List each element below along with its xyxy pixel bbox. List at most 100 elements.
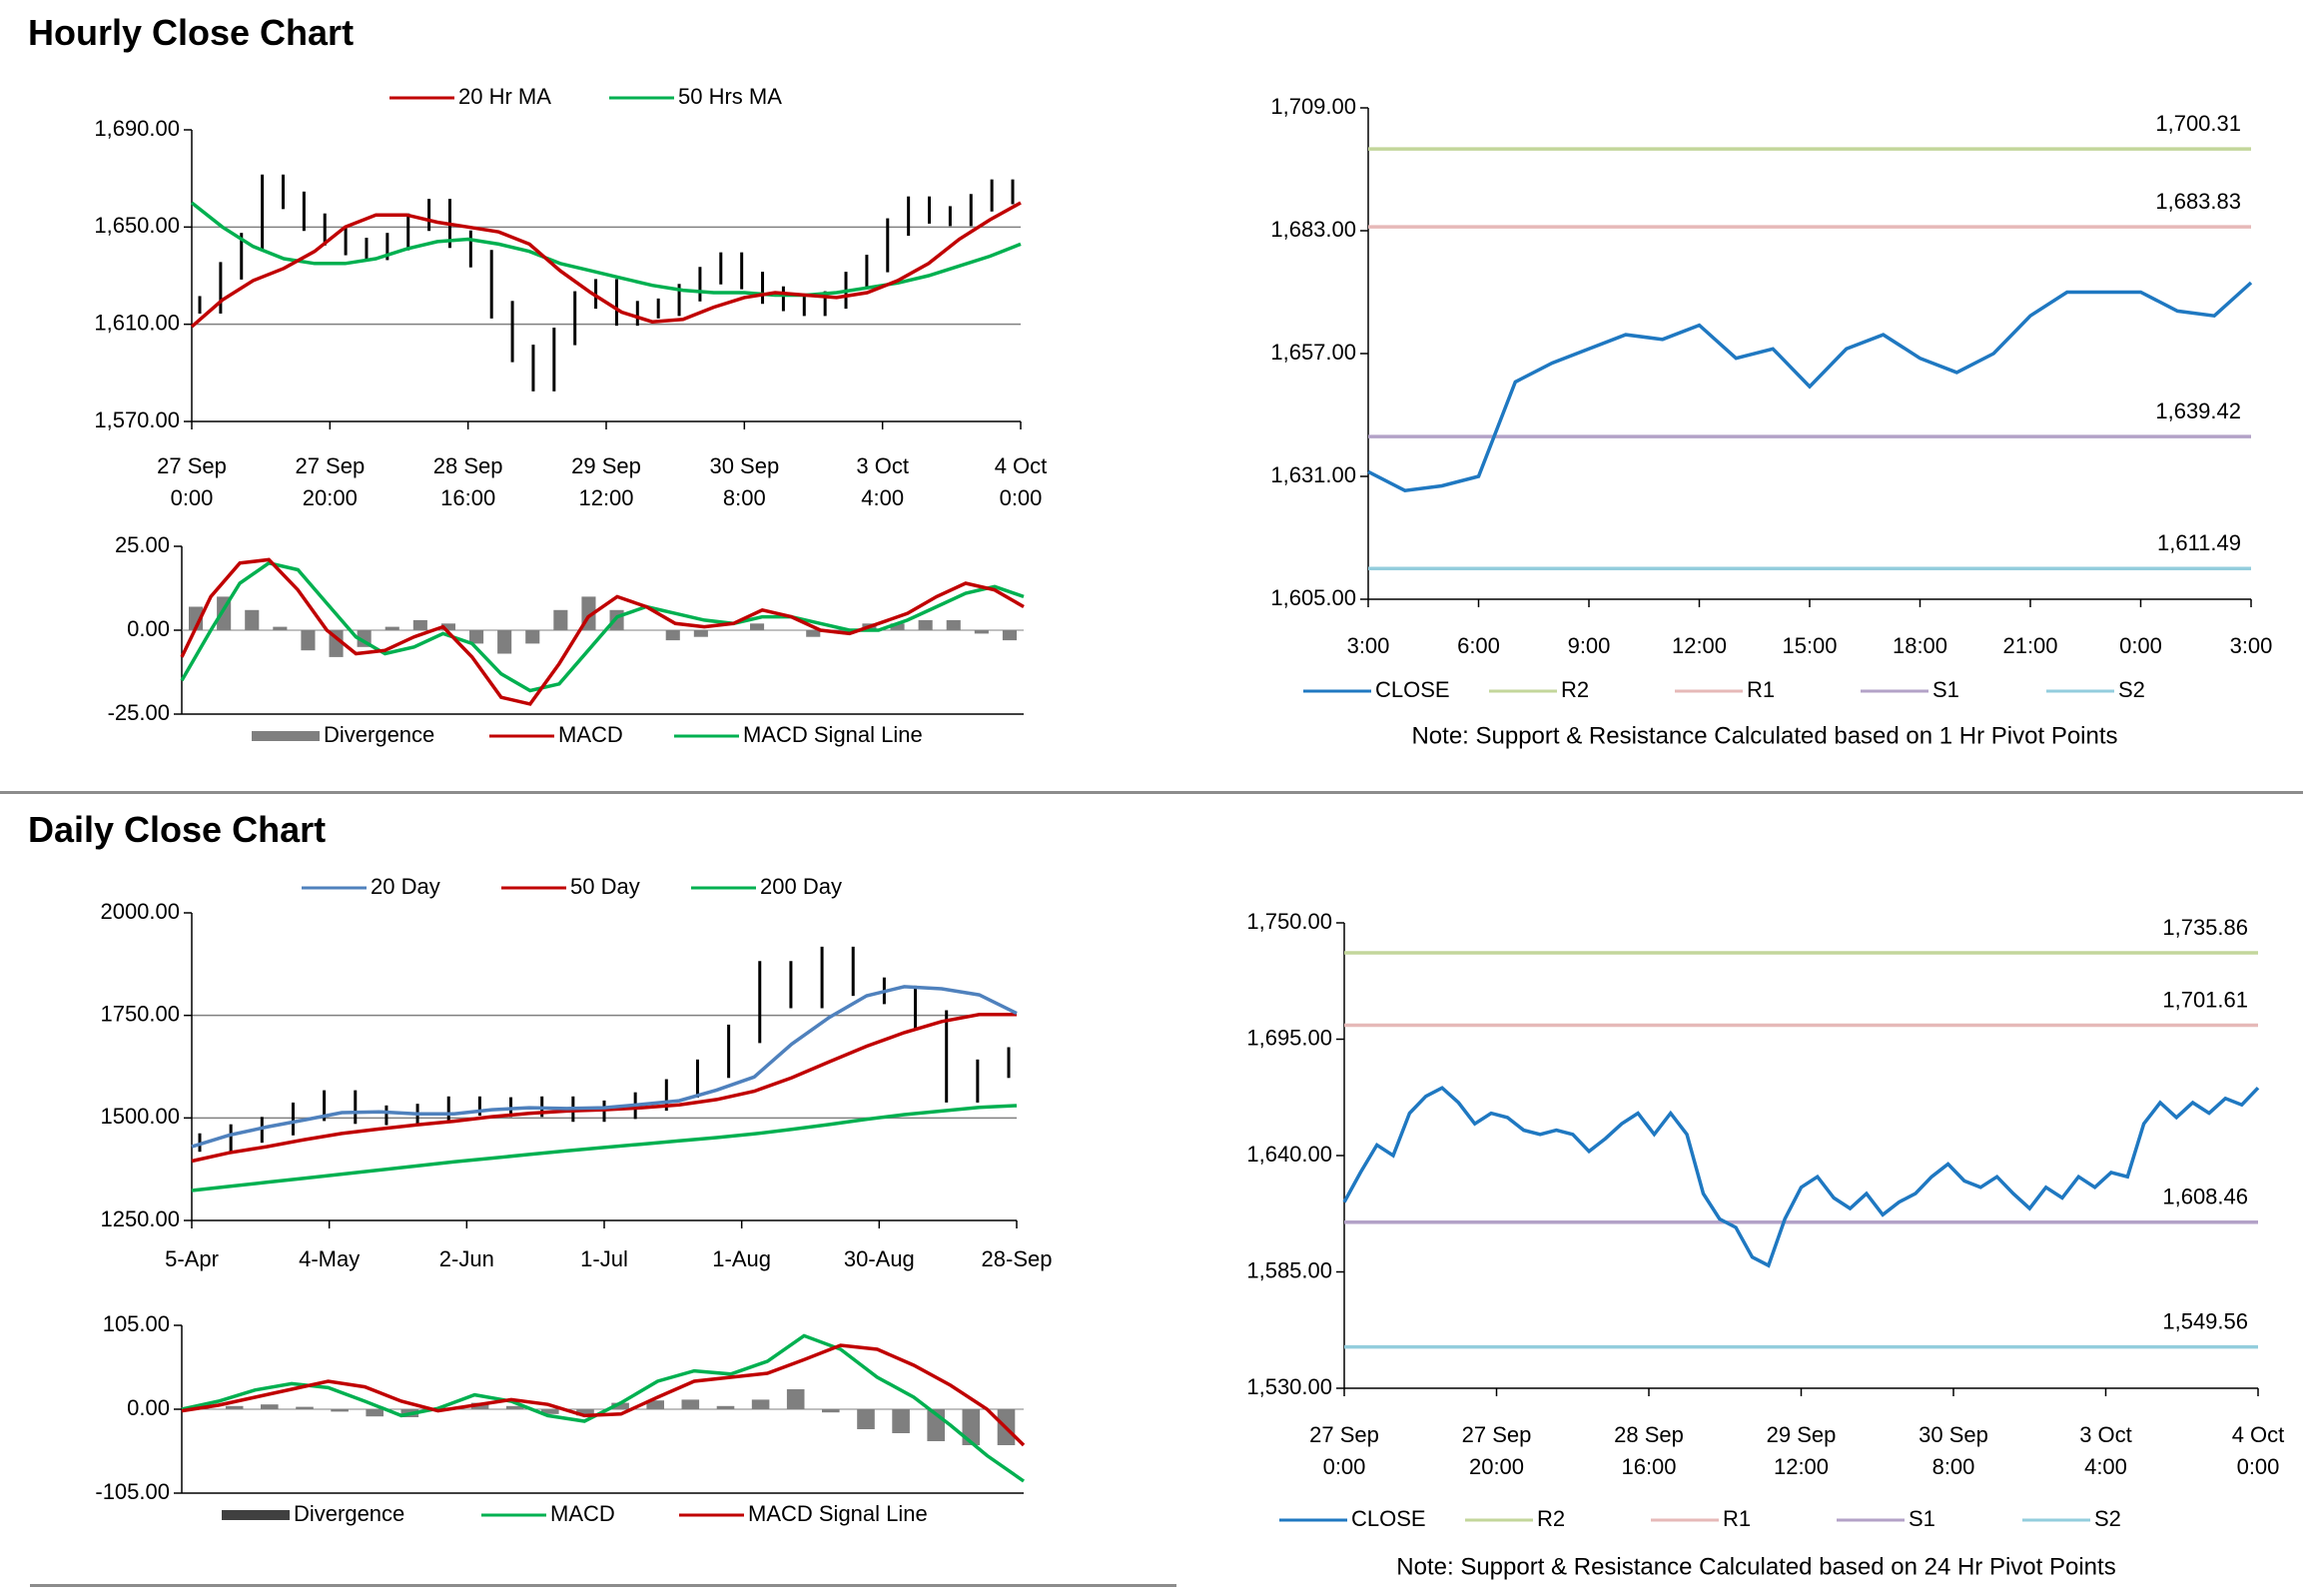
close-line: [1367, 281, 2253, 493]
divergence-bar: [806, 630, 821, 637]
divergence-bar: [366, 1409, 384, 1417]
y-tick-label: 1,709.00: [1270, 94, 1356, 119]
divergence-bar: [716, 1405, 735, 1409]
y-tick-label: 105.00: [103, 1311, 170, 1336]
legend-label: Divergence: [324, 722, 434, 747]
divergence-bar: [962, 1409, 981, 1445]
macd-signal-line-line: [180, 560, 1025, 693]
daily-section-title: Daily Close Chart: [28, 809, 327, 850]
legend-label: 20 Hr MA: [458, 84, 551, 109]
50-day-line: [191, 1013, 1017, 1164]
divergence-bar: [822, 1409, 840, 1413]
y-tick-label: 0.00: [127, 1395, 170, 1420]
divergence-bar: [681, 1399, 700, 1409]
pivot-note: Note: Support & Resistance Calculated ba…: [1411, 722, 2117, 749]
y-tick-label: 1,585.00: [1246, 1257, 1332, 1282]
x-tick-label: 3 Oct: [2079, 1422, 2132, 1447]
x-tick-label: 8:00: [1932, 1454, 1975, 1479]
legend-label: 50 Hrs MA: [678, 84, 782, 109]
legend-label: MACD: [550, 1501, 615, 1526]
divergence-bar: [440, 623, 455, 630]
legend-label: S1: [1932, 677, 1959, 702]
y-tick-label: 1,695.00: [1246, 1025, 1332, 1050]
x-tick-label: 27 Sep: [295, 453, 365, 478]
legend-label: CLOSE: [1351, 1506, 1426, 1531]
r1-level-label: 1,701.61: [2162, 987, 2248, 1012]
divergence-bar: [918, 619, 933, 630]
legend-label: R1: [1723, 1506, 1751, 1531]
divergence-bar: [273, 626, 288, 630]
legend-label: S2: [2118, 677, 2145, 702]
x-tick-label: 4 Oct: [995, 453, 1048, 478]
y-tick-label: 1,570.00: [94, 407, 180, 432]
y-tick-label: 1,631.00: [1270, 462, 1356, 487]
legend-label: S2: [2094, 1506, 2121, 1531]
x-tick-label: 3:00: [1347, 633, 1390, 658]
y-tick-label: 0.00: [127, 616, 170, 641]
x-tick-label: 27 Sep: [1462, 1422, 1532, 1447]
x-tick-label: 12:00: [1672, 633, 1727, 658]
x-tick-label: 2-Jun: [439, 1246, 494, 1271]
divergence-bar: [541, 1409, 559, 1414]
daily-macd-chart: 105.00 0.00 -105.00 Divergence MACD MACD Sign…: [95, 1311, 1026, 1526]
x-tick-label: 27 Sep: [1309, 1422, 1379, 1447]
x-tick-label: 12:00: [578, 485, 633, 510]
legend-label: MACD Signal Line: [743, 722, 923, 747]
divergence-bar: [611, 1402, 629, 1409]
x-tick-label: 15:00: [1782, 633, 1837, 658]
x-tick-label: 0:00: [2237, 1454, 2280, 1479]
legend-label: CLOSE: [1375, 677, 1450, 702]
divergence-bar: [1002, 630, 1017, 641]
divergence-bar: [892, 1409, 910, 1433]
divergence-bar: [609, 609, 624, 630]
divergence-bar: [750, 623, 765, 630]
divergence-bar: [331, 1409, 349, 1412]
divergence-bar: [693, 630, 708, 637]
bottom-divider: [30, 1584, 1176, 1587]
close-line: [1342, 1086, 2260, 1268]
legend-label: MACD: [558, 722, 623, 747]
x-tick-label: 0:00: [1000, 485, 1043, 510]
x-tick-label: 3:00: [2230, 633, 2273, 658]
legend-label: R2: [1561, 677, 1589, 702]
x-tick-label: 8:00: [723, 485, 766, 510]
daily-pivot-chart: 1,750.00 1,695.00 1,640.00 1,585.00 1,530.00…: [1246, 909, 2284, 1581]
divergence-bar: [576, 1409, 594, 1416]
macd-line: [181, 1333, 1026, 1483]
macd-line: [180, 557, 1025, 706]
legend-label: S1: [1909, 1506, 1935, 1531]
x-tick-label: 0:00: [171, 485, 214, 510]
divergence-bar: [296, 1406, 314, 1409]
hourly-pivot-chart: 1,709.00 1,683.00 1,657.00 1,631.00 1,605.00…: [1270, 94, 2273, 750]
legend-swatch: [222, 1510, 290, 1520]
x-tick-label: 16:00: [440, 485, 495, 510]
y-tick-label: -105.00: [95, 1479, 170, 1504]
divergence-bar: [301, 630, 316, 651]
divergence-bar: [261, 1404, 279, 1409]
legend-label: 20 Day: [371, 874, 440, 899]
divergence-bar: [946, 619, 961, 630]
x-tick-label: 4:00: [2084, 1454, 2127, 1479]
pivot-note: Note: Support & Resistance Calculated ba…: [1396, 1553, 2115, 1580]
divergence-bar: [505, 1405, 524, 1409]
x-tick-label: 6:00: [1457, 633, 1500, 658]
x-tick-label: 16:00: [1621, 1454, 1676, 1479]
daily-price-chart: 2000.00 1750.00 1500.00 1250.00 5-Apr 4-May 2-…: [100, 874, 1053, 1271]
legend-label: R2: [1537, 1506, 1565, 1531]
y-tick-label: 25.00: [115, 532, 170, 557]
divergence-bar: [245, 609, 260, 630]
x-tick-label: 28-Sep: [982, 1246, 1053, 1271]
x-tick-label: 29 Sep: [571, 453, 641, 478]
legend-label: 200 Day: [760, 874, 842, 899]
y-tick-label: 2000.00: [100, 899, 180, 924]
x-tick-label: 9:00: [1568, 633, 1611, 658]
divergence-bar: [553, 609, 568, 630]
y-tick-label: 1,610.00: [94, 310, 180, 335]
x-tick-label: 18:00: [1893, 633, 1947, 658]
section-divider: [0, 791, 2303, 794]
s1-level-label: 1,608.46: [2162, 1185, 2248, 1209]
divergence-bar: [646, 1400, 664, 1409]
y-tick-label: 1,650.00: [94, 213, 180, 238]
y-tick-label: 1,750.00: [1246, 909, 1332, 934]
y-tick-label: 1500.00: [100, 1104, 180, 1129]
